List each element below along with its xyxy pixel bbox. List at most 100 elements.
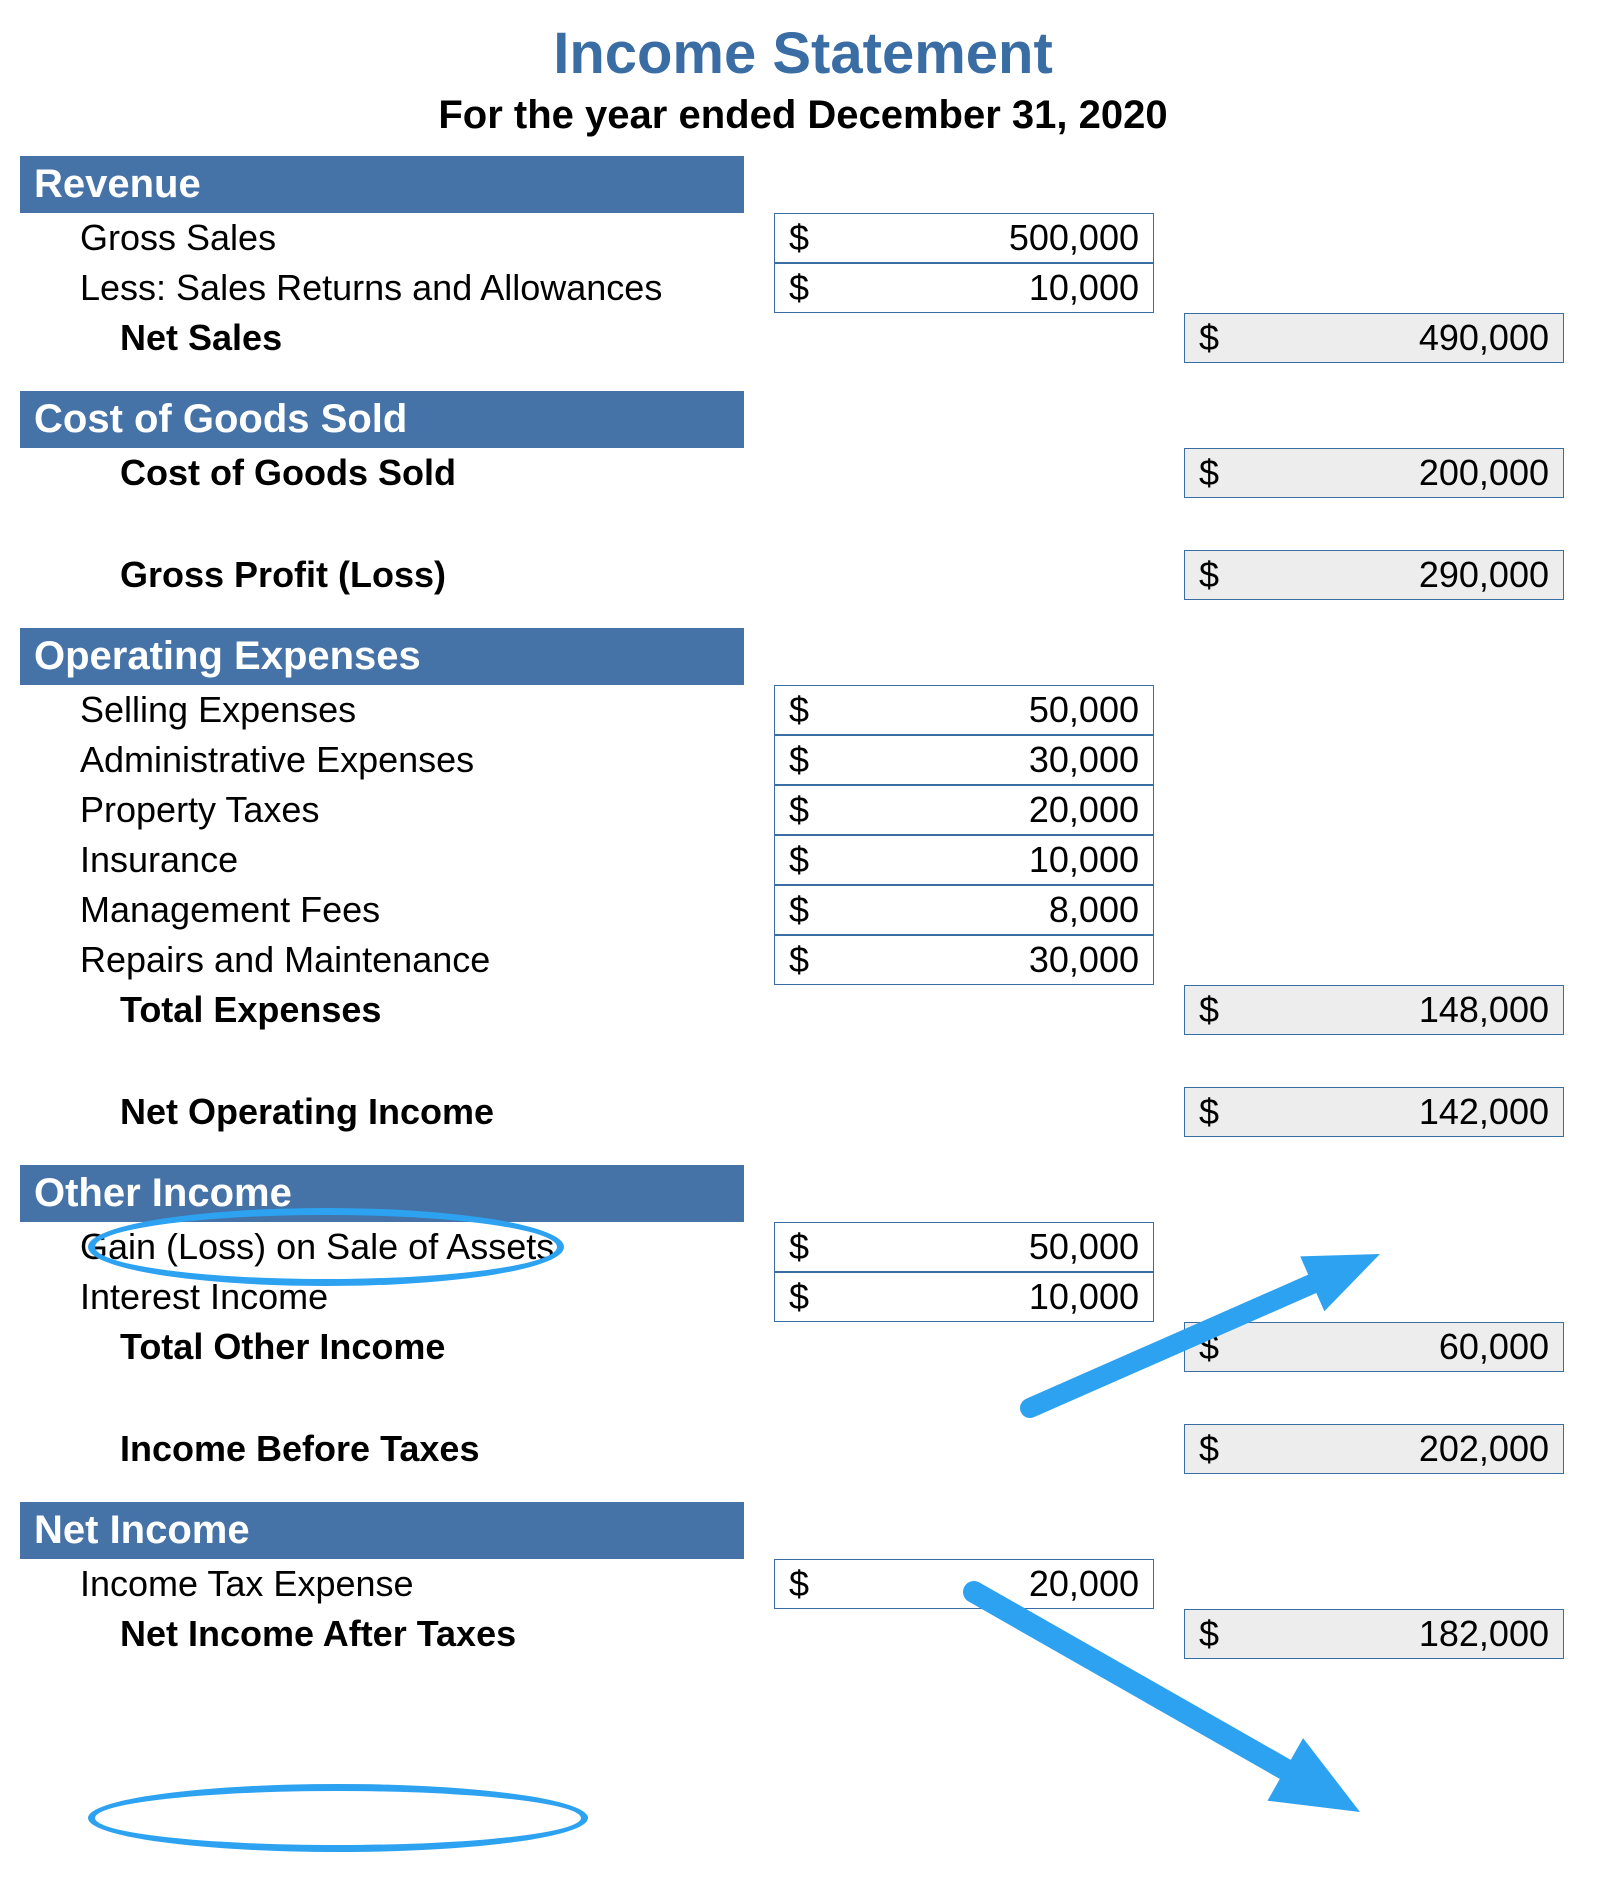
currency-symbol: $ xyxy=(775,889,835,931)
label-income-before-taxes: Income Before Taxes xyxy=(20,1428,744,1470)
label-total-expenses: Total Expenses xyxy=(20,989,744,1031)
cell-total-other-income: $ 60,000 xyxy=(1184,1322,1564,1372)
cell-net-sales: $ 490,000 xyxy=(1184,313,1564,363)
currency-symbol: $ xyxy=(775,267,835,309)
value-gross-profit: 290,000 xyxy=(1245,554,1563,596)
cell-gross-sales: $ 500,000 xyxy=(774,213,1154,263)
currency-symbol: $ xyxy=(1185,1326,1245,1368)
value-gain-sale-assets: 50,000 xyxy=(835,1226,1153,1268)
value-property-taxes: 20,000 xyxy=(835,789,1153,831)
label-admin: Administrative Expenses xyxy=(20,739,744,781)
row-repairs: Repairs and Maintenance $ 30,000 xyxy=(20,935,1586,985)
value-admin: 30,000 xyxy=(835,739,1153,781)
value-net-operating-income: 142,000 xyxy=(1245,1091,1563,1133)
value-net-sales: 490,000 xyxy=(1245,317,1563,359)
row-returns: Less: Sales Returns and Allowances $ 10,… xyxy=(20,263,1586,313)
cell-gross-profit: $ 290,000 xyxy=(1184,550,1564,600)
label-net-operating-income: Net Operating Income xyxy=(20,1091,744,1133)
currency-symbol: $ xyxy=(1185,1613,1245,1655)
row-gross-profit: Gross Profit (Loss) $ 290,000 xyxy=(20,550,1586,600)
value-management-fees: 8,000 xyxy=(835,889,1153,931)
currency-symbol: $ xyxy=(1185,989,1245,1031)
cell-income-tax-expense: $ 20,000 xyxy=(774,1559,1154,1609)
cell-cogs: $ 200,000 xyxy=(1184,448,1564,498)
currency-symbol: $ xyxy=(1185,1091,1245,1133)
section-header-opex: Operating Expenses xyxy=(20,628,744,685)
row-selling: Selling Expenses $ 50,000 xyxy=(20,685,1586,735)
cell-property-taxes: $ 20,000 xyxy=(774,785,1154,835)
row-property-taxes: Property Taxes $ 20,000 xyxy=(20,785,1586,835)
currency-symbol: $ xyxy=(775,789,835,831)
label-property-taxes: Property Taxes xyxy=(20,789,744,831)
label-interest-income: Interest Income xyxy=(20,1276,744,1318)
value-gross-sales: 500,000 xyxy=(835,217,1153,259)
section-header-other-income: Other Income xyxy=(20,1165,744,1222)
row-interest-income: Interest Income $ 10,000 xyxy=(20,1272,1586,1322)
value-income-tax-expense: 20,000 xyxy=(835,1563,1153,1605)
row-gross-sales: Gross Sales $ 500,000 xyxy=(20,213,1586,263)
value-returns: 10,000 xyxy=(835,267,1153,309)
row-cogs: Cost of Goods Sold $ 200,000 xyxy=(20,448,1586,498)
currency-symbol: $ xyxy=(775,689,835,731)
label-net-income-after-taxes: Net Income After Taxes xyxy=(20,1613,744,1655)
label-repairs: Repairs and Maintenance xyxy=(20,939,744,981)
cell-admin: $ 30,000 xyxy=(774,735,1154,785)
value-interest-income: 10,000 xyxy=(835,1276,1153,1318)
cell-management-fees: $ 8,000 xyxy=(774,885,1154,935)
value-total-expenses: 148,000 xyxy=(1245,989,1563,1031)
row-gain-sale-assets: Gain (Loss) on Sale of Assets $ 50,000 xyxy=(20,1222,1586,1272)
page-title: Income Statement xyxy=(20,20,1586,87)
currency-symbol: $ xyxy=(775,939,835,981)
currency-symbol: $ xyxy=(775,1276,835,1318)
value-selling: 50,000 xyxy=(835,689,1153,731)
cell-income-before-taxes: $ 202,000 xyxy=(1184,1424,1564,1474)
section-header-cogs: Cost of Goods Sold xyxy=(20,391,744,448)
value-net-income-after-taxes: 182,000 xyxy=(1245,1613,1563,1655)
value-total-other-income: 60,000 xyxy=(1245,1326,1563,1368)
cell-returns: $ 10,000 xyxy=(774,263,1154,313)
currency-symbol: $ xyxy=(1185,554,1245,596)
section-header-revenue: Revenue xyxy=(20,156,744,213)
currency-symbol: $ xyxy=(775,839,835,881)
label-gain-sale-assets: Gain (Loss) on Sale of Assets xyxy=(20,1226,744,1268)
value-insurance: 10,000 xyxy=(835,839,1153,881)
label-returns: Less: Sales Returns and Allowances xyxy=(20,267,744,309)
value-repairs: 30,000 xyxy=(835,939,1153,981)
label-gross-profit: Gross Profit (Loss) xyxy=(20,554,744,596)
label-management-fees: Management Fees xyxy=(20,889,744,931)
cell-gain-sale-assets: $ 50,000 xyxy=(774,1222,1154,1272)
currency-symbol: $ xyxy=(775,1226,835,1268)
currency-symbol: $ xyxy=(775,739,835,781)
value-cogs: 200,000 xyxy=(1245,452,1563,494)
row-net-operating-income: Net Operating Income $ 142,000 xyxy=(20,1087,1586,1137)
row-management-fees: Management Fees $ 8,000 xyxy=(20,885,1586,935)
currency-symbol: $ xyxy=(775,217,835,259)
cell-selling: $ 50,000 xyxy=(774,685,1154,735)
row-insurance: Insurance $ 10,000 xyxy=(20,835,1586,885)
cell-insurance: $ 10,000 xyxy=(774,835,1154,885)
value-income-before-taxes: 202,000 xyxy=(1245,1428,1563,1470)
highlight-ellipse-net-income xyxy=(88,1784,588,1852)
cell-repairs: $ 30,000 xyxy=(774,935,1154,985)
row-net-income-after-taxes: Net Income After Taxes $ 182,000 xyxy=(20,1609,1586,1659)
row-income-before-taxes: Income Before Taxes $ 202,000 xyxy=(20,1424,1586,1474)
label-selling: Selling Expenses xyxy=(20,689,744,731)
cell-net-income-after-taxes: $ 182,000 xyxy=(1184,1609,1564,1659)
page-subtitle: For the year ended December 31, 2020 xyxy=(20,93,1586,138)
cell-net-operating-income: $ 142,000 xyxy=(1184,1087,1564,1137)
label-income-tax-expense: Income Tax Expense xyxy=(20,1563,744,1605)
label-cogs: Cost of Goods Sold xyxy=(20,452,744,494)
section-header-net-income: Net Income xyxy=(20,1502,744,1559)
row-total-expenses: Total Expenses $ 148,000 xyxy=(20,985,1586,1035)
row-admin: Administrative Expenses $ 30,000 xyxy=(20,735,1586,785)
currency-symbol: $ xyxy=(1185,452,1245,494)
cell-interest-income: $ 10,000 xyxy=(774,1272,1154,1322)
label-gross-sales: Gross Sales xyxy=(20,217,744,259)
label-total-other-income: Total Other Income xyxy=(20,1326,744,1368)
label-net-sales: Net Sales xyxy=(20,317,744,359)
currency-symbol: $ xyxy=(1185,1428,1245,1470)
cell-total-expenses: $ 148,000 xyxy=(1184,985,1564,1035)
income-statement: Income Statement For the year ended Dece… xyxy=(20,20,1586,1659)
row-net-sales: Net Sales $ 490,000 xyxy=(20,313,1586,363)
label-insurance: Insurance xyxy=(20,839,744,881)
